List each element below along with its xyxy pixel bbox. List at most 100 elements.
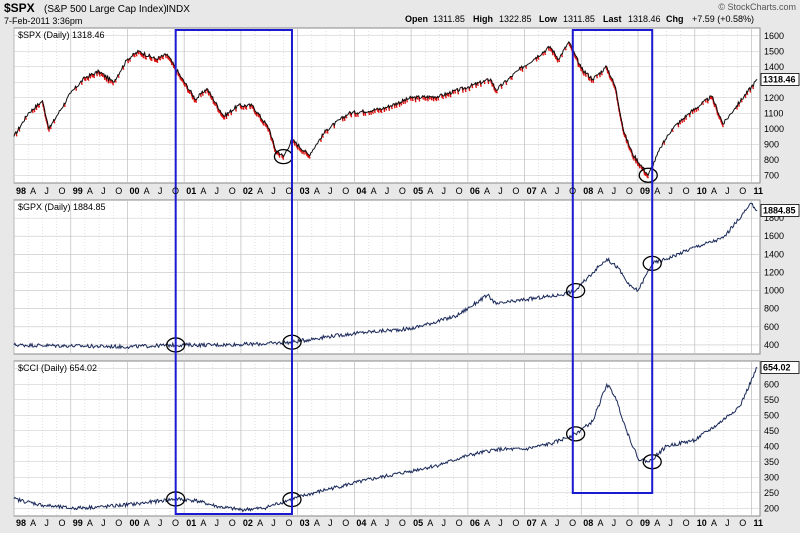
highlight-box — [174, 29, 293, 515]
x-tick-label: A — [597, 518, 603, 528]
x-tick-label: O — [115, 518, 122, 528]
x-tick-label: O — [512, 186, 519, 196]
y-tick-label: 550 — [764, 395, 779, 405]
brand-watermark: © StockCharts.com — [718, 2, 796, 12]
last-value-label: 1884.85 — [763, 205, 796, 215]
quote-label: High — [473, 14, 493, 24]
x-tick-label: O — [115, 186, 122, 196]
panel-frame — [13, 360, 761, 517]
x-tick-label: 03 — [300, 518, 310, 528]
x-tick-label: O — [342, 186, 349, 196]
x-tick-label: A — [30, 186, 36, 196]
x-tick-label: J — [555, 186, 560, 196]
panel-2: 400 600 800 1000 1200 1400 1600 1800 $GPX (Daily… — [13, 199, 800, 355]
marker-ellipse — [565, 426, 586, 442]
x-tick-label: O — [512, 518, 519, 528]
x-tick-label: J — [612, 186, 617, 196]
y-tick-label: 1400 — [764, 62, 784, 72]
chart-panels: 7008009001000110012001300140015001600$SP… — [13, 27, 800, 517]
x-tick-label: A — [200, 518, 206, 528]
x-tick-label: 09 — [640, 518, 650, 528]
x-tick-label: J — [385, 518, 390, 528]
x-tick-label: J — [668, 186, 673, 196]
x-tick-label: O — [59, 186, 66, 196]
x-tick-label: J — [441, 518, 446, 528]
x-tick-label: 02 — [243, 186, 253, 196]
x-tick-label: 00 — [129, 186, 139, 196]
y-tick-label: 500 — [764, 410, 779, 420]
x-tick-label: A — [541, 518, 547, 528]
x-tick-label: O — [229, 186, 236, 196]
series-line — [13, 41, 758, 177]
y-tick-label: 1400 — [764, 249, 784, 259]
quote-value: 1311.85 — [563, 14, 595, 24]
x-tick-label: J — [555, 518, 560, 528]
x-tick-label: 09 — [640, 186, 650, 196]
x-tick-label: 05 — [413, 186, 423, 196]
x-tick-label: J — [385, 186, 390, 196]
x-tick-label: O — [229, 518, 236, 528]
x-tick-label: J — [441, 186, 446, 196]
x-tick-label: J — [44, 186, 49, 196]
x-axes: 98 A J O 99 A J O 00 A J O 01 A J O 02 A J O 03 A J O 04 A J O 05 A J O… — [16, 186, 763, 528]
y-tick-label: 450 — [764, 426, 779, 436]
y-tick-label: 800 — [764, 304, 779, 314]
x-tick-label: O — [683, 186, 690, 196]
x-tick-label: A — [314, 186, 320, 196]
header-symbol: $SPX — [4, 1, 35, 15]
quote-value: 1322.85 — [499, 14, 532, 24]
x-tick-label: J — [215, 518, 220, 528]
x-tick-label: J — [271, 186, 276, 196]
y-tick-label: 400 — [764, 340, 779, 350]
x-tick-label: O — [569, 186, 576, 196]
x-tick-label: A — [484, 186, 490, 196]
x-tick-label: O — [626, 518, 633, 528]
x-tick-label: J — [725, 518, 730, 528]
x-tick-label: A — [711, 186, 717, 196]
x-tick-label: 10 — [697, 518, 707, 528]
x-tick-label: A — [541, 186, 547, 196]
x-tick-label: J — [101, 518, 106, 528]
series-line — [13, 367, 758, 513]
x-tick-label: A — [87, 518, 93, 528]
x-tick-label: 10 — [697, 186, 707, 196]
panel-title: $GPX (Daily) 1884.85 — [18, 202, 106, 212]
last-value-box — [760, 361, 800, 374]
y-tick-label: 1600 — [764, 31, 784, 41]
header-name: (S&P 500 Large Cap Index) — [44, 4, 167, 15]
header-exchange: INDX — [166, 4, 190, 15]
x-tick-label: 98 — [16, 186, 26, 196]
x-tick-label: A — [200, 186, 206, 196]
x-tick-label: A — [427, 518, 433, 528]
y-tick-label: 400 — [764, 441, 779, 451]
x-tick-label: O — [172, 186, 179, 196]
x-axis-row: 98 A J O 99 A J O 00 A J O 01 A J O 02 A J O 03 A J O 04 A J O 05 A J O… — [16, 186, 763, 196]
panel-title: $SPX (Daily) 1318.46 — [18, 30, 105, 40]
y-tick-label: 200 — [764, 503, 779, 513]
x-tick-label: A — [597, 186, 603, 196]
x-tick-label: J — [101, 186, 106, 196]
x-tick-label: J — [498, 518, 503, 528]
x-tick-label: 07 — [527, 186, 537, 196]
x-tick-label: 05 — [413, 518, 423, 528]
y-tick-label: 700 — [764, 170, 779, 180]
y-tick-label: 1000 — [764, 286, 784, 296]
x-tick-label: A — [427, 186, 433, 196]
y-tick-label: 1800 — [764, 213, 784, 223]
highlight-boxes — [174, 29, 654, 515]
x-tick-label: 04 — [356, 186, 366, 196]
quote-value: 1318.46 — [628, 14, 661, 24]
y-tick-label: 600 — [764, 322, 779, 332]
x-tick-label: 08 — [583, 518, 593, 528]
x-tick-label: J — [215, 186, 220, 196]
x-tick-label: O — [456, 518, 463, 528]
x-tick-label: O — [285, 518, 292, 528]
x-tick-label: A — [654, 518, 660, 528]
x-tick-label: J — [498, 186, 503, 196]
last-value-label: 1318.46 — [763, 74, 796, 84]
y-tick-label: 1500 — [764, 46, 784, 56]
x-axis-row: 98 A J O 99 A J O 00 A J O 01 A J O 02 A J O 03 A J O 04 A J O 05 A J O… — [16, 518, 763, 528]
x-tick-label: O — [399, 518, 406, 528]
x-tick-label: J — [158, 518, 163, 528]
